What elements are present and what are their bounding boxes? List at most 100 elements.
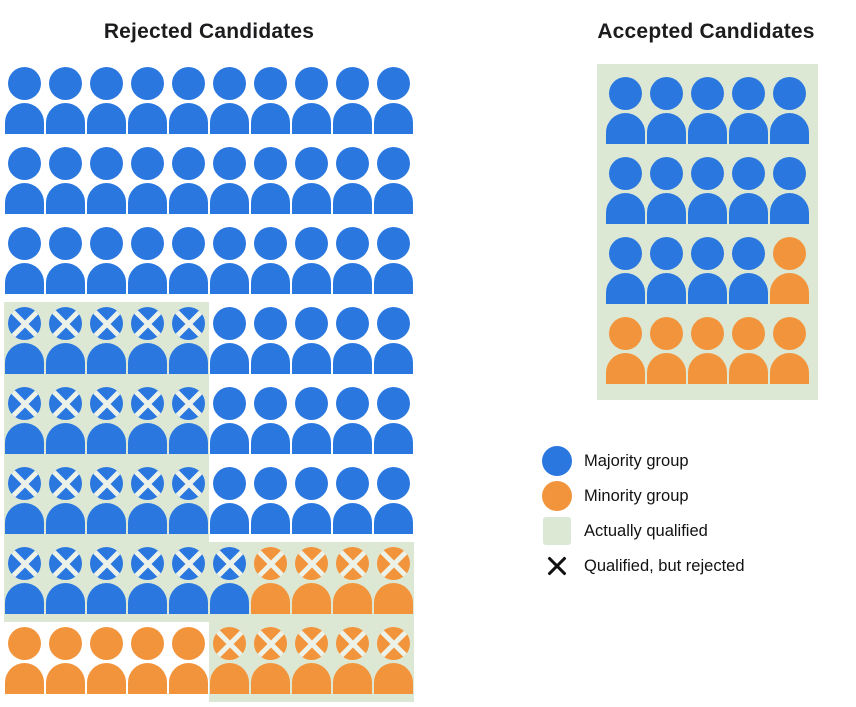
person-icon — [332, 622, 373, 702]
crossed-out-head-icon — [254, 547, 287, 580]
person-icon — [250, 222, 291, 302]
crossed-out-head-icon — [336, 627, 369, 660]
person-icon — [209, 462, 250, 542]
person-icon — [4, 382, 45, 462]
accepted-candidates-grid — [605, 72, 810, 392]
person-body — [5, 423, 44, 454]
crossed-out-head-icon — [295, 547, 328, 580]
person-icon — [86, 382, 127, 462]
person-icon — [250, 622, 291, 702]
crossed-out-head-icon — [172, 307, 205, 340]
person-head — [213, 307, 246, 340]
person-icon — [127, 302, 168, 382]
person-body — [169, 663, 208, 694]
person-icon — [687, 72, 728, 152]
person-head — [336, 147, 369, 180]
crossed-out-head-icon — [90, 547, 123, 580]
person-body — [46, 663, 85, 694]
person-head — [732, 237, 765, 270]
person-icon — [86, 542, 127, 622]
person-body — [292, 263, 331, 294]
person-body — [374, 423, 413, 454]
person-icon — [687, 232, 728, 312]
person-head — [691, 77, 724, 110]
person-head — [213, 467, 246, 500]
person-head — [172, 627, 205, 660]
person-icon — [168, 622, 209, 702]
person-icon — [127, 462, 168, 542]
person-body — [647, 273, 686, 304]
person-icon — [373, 622, 414, 702]
person-head — [377, 307, 410, 340]
person-body — [729, 193, 768, 224]
person-head — [131, 67, 164, 100]
person-body — [374, 583, 413, 614]
person-body — [292, 583, 331, 614]
person-head — [254, 67, 287, 100]
person-icon — [291, 462, 332, 542]
legend-item-qualified-but-rejected: Qualified, but rejected — [542, 551, 745, 581]
person-body — [46, 263, 85, 294]
person-body — [333, 183, 372, 214]
person-body — [647, 353, 686, 384]
legend-label-qualified-but-rejected: Qualified, but rejected — [584, 556, 745, 575]
person-head — [49, 147, 82, 180]
person-icon — [250, 302, 291, 382]
person-body — [210, 423, 249, 454]
person-icon — [332, 462, 373, 542]
person-body — [688, 113, 727, 144]
person-body — [647, 113, 686, 144]
person-body — [128, 503, 167, 534]
person-icon — [646, 312, 687, 392]
person-icon — [728, 312, 769, 392]
person-icon — [605, 72, 646, 152]
crossed-out-head-icon — [377, 627, 410, 660]
person-body — [333, 263, 372, 294]
person-head — [90, 67, 123, 100]
crossed-out-head-icon — [49, 307, 82, 340]
person-head — [377, 147, 410, 180]
person-body — [46, 583, 85, 614]
person-icon — [250, 542, 291, 622]
crossed-out-head-icon — [90, 467, 123, 500]
crossed-out-head-icon — [8, 307, 41, 340]
person-body — [292, 343, 331, 374]
person-body — [128, 423, 167, 454]
person-icon — [332, 62, 373, 142]
person-body — [169, 103, 208, 134]
person-body — [128, 103, 167, 134]
person-icon — [209, 302, 250, 382]
person-body — [251, 263, 290, 294]
person-head — [49, 627, 82, 660]
person-icon — [168, 62, 209, 142]
person-icon — [646, 72, 687, 152]
person-body — [606, 353, 645, 384]
person-body — [251, 103, 290, 134]
person-head — [8, 147, 41, 180]
person-icon — [373, 62, 414, 142]
person-body — [5, 503, 44, 534]
crossed-out-head-icon — [131, 467, 164, 500]
person-body — [374, 343, 413, 374]
person-head — [295, 307, 328, 340]
person-body — [292, 663, 331, 694]
person-body — [128, 583, 167, 614]
legend-label-actually-qualified: Actually qualified — [584, 521, 708, 540]
crossed-out-head-icon — [8, 467, 41, 500]
person-icon — [45, 142, 86, 222]
person-icon — [769, 232, 810, 312]
person-icon — [86, 62, 127, 142]
person-head — [49, 227, 82, 260]
person-body — [87, 183, 126, 214]
person-body — [87, 583, 126, 614]
person-icon — [4, 142, 45, 222]
person-icon — [373, 142, 414, 222]
person-body — [210, 583, 249, 614]
person-body — [87, 103, 126, 134]
person-icon — [291, 542, 332, 622]
person-body — [333, 103, 372, 134]
person-head — [8, 227, 41, 260]
person-body — [46, 183, 85, 214]
person-icon — [168, 222, 209, 302]
